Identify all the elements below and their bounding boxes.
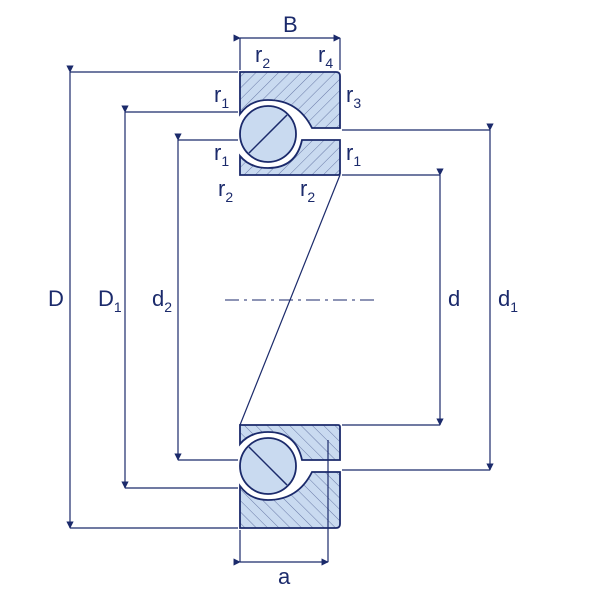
label-r4-top-right: r4: [318, 42, 333, 71]
bearing-cross-section-diagram: B D D1 d2 d d1 a r2 r4: [0, 0, 600, 600]
dim-d: [342, 175, 440, 425]
bottom-section: [240, 425, 340, 528]
label-r1-outer-left: r1: [214, 82, 229, 111]
label-D1: D1: [98, 286, 122, 315]
label-r1-inner-right: r1: [346, 140, 361, 169]
label-r2-inner-right: r2: [300, 176, 315, 205]
label-D: D: [48, 286, 64, 311]
top-section: [240, 72, 340, 175]
label-d1: d1: [498, 286, 518, 315]
label-a: a: [278, 564, 291, 589]
label-r2-top-left: r2: [255, 42, 270, 71]
label-d: d: [448, 286, 460, 311]
label-r1-inner-left: r1: [214, 140, 229, 169]
label-B: B: [283, 12, 298, 37]
label-d2: d2: [152, 286, 172, 315]
label-r2-inner-left: r2: [218, 176, 233, 205]
label-r3-outer-right: r3: [346, 82, 361, 111]
